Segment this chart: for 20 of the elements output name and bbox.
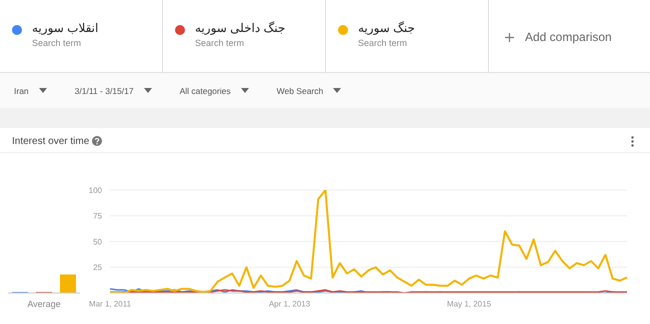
text: Add comparison: [525, 30, 612, 44]
x-axis-title: Average: [27, 299, 61, 309]
y-tick-label: 50: [93, 237, 103, 246]
text: Search term: [358, 38, 408, 48]
text: All categories: [180, 86, 232, 96]
x-tick-label: Mar 1, 2011: [88, 300, 132, 309]
text: Iran: [14, 86, 30, 96]
legend-label: انقلاب سوریه: [32, 21, 98, 35]
y-tick-label: 25: [93, 263, 103, 272]
text: Search term: [195, 38, 244, 48]
y-tick-label: 100: [88, 186, 103, 195]
text: 3/1/11 - 3/15/17: [74, 86, 135, 96]
x-tick-label: May 1, 2015: [447, 300, 492, 309]
legend-label: جنگ داخلی سوریه: [195, 21, 286, 35]
text: Search term: [32, 38, 82, 48]
y-tick-label: 75: [93, 212, 103, 221]
text: Web Search: [276, 86, 324, 96]
chart-title: Interest over time: [12, 136, 90, 147]
x-tick-label: Apr 1, 2013: [268, 300, 311, 309]
legend-label: جنگ سوریه: [358, 21, 415, 35]
